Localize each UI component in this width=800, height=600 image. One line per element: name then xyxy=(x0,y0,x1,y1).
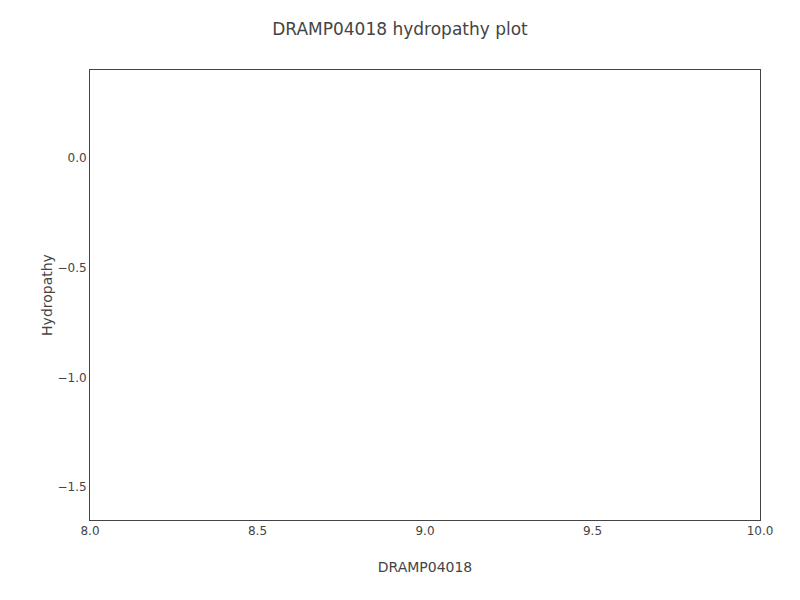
svg-text:DRAMP04018 hydropathy plot: DRAMP04018 hydropathy plot xyxy=(272,19,528,39)
svg-text:8.0: 8.0 xyxy=(80,524,99,538)
svg-text:−1.0: −1.0 xyxy=(57,371,86,385)
svg-text:9.5: 9.5 xyxy=(583,524,602,538)
svg-text:0.0: 0.0 xyxy=(68,151,87,165)
svg-text:9.0: 9.0 xyxy=(415,524,434,538)
svg-text:10.0: 10.0 xyxy=(747,524,774,538)
svg-text:−1.5: −1.5 xyxy=(57,480,86,494)
svg-text:Hydropathy: Hydropathy xyxy=(39,254,55,336)
svg-text:8.5: 8.5 xyxy=(248,524,267,538)
svg-text:DRAMP04018: DRAMP04018 xyxy=(378,559,473,575)
svg-text:−0.5: −0.5 xyxy=(57,261,86,275)
